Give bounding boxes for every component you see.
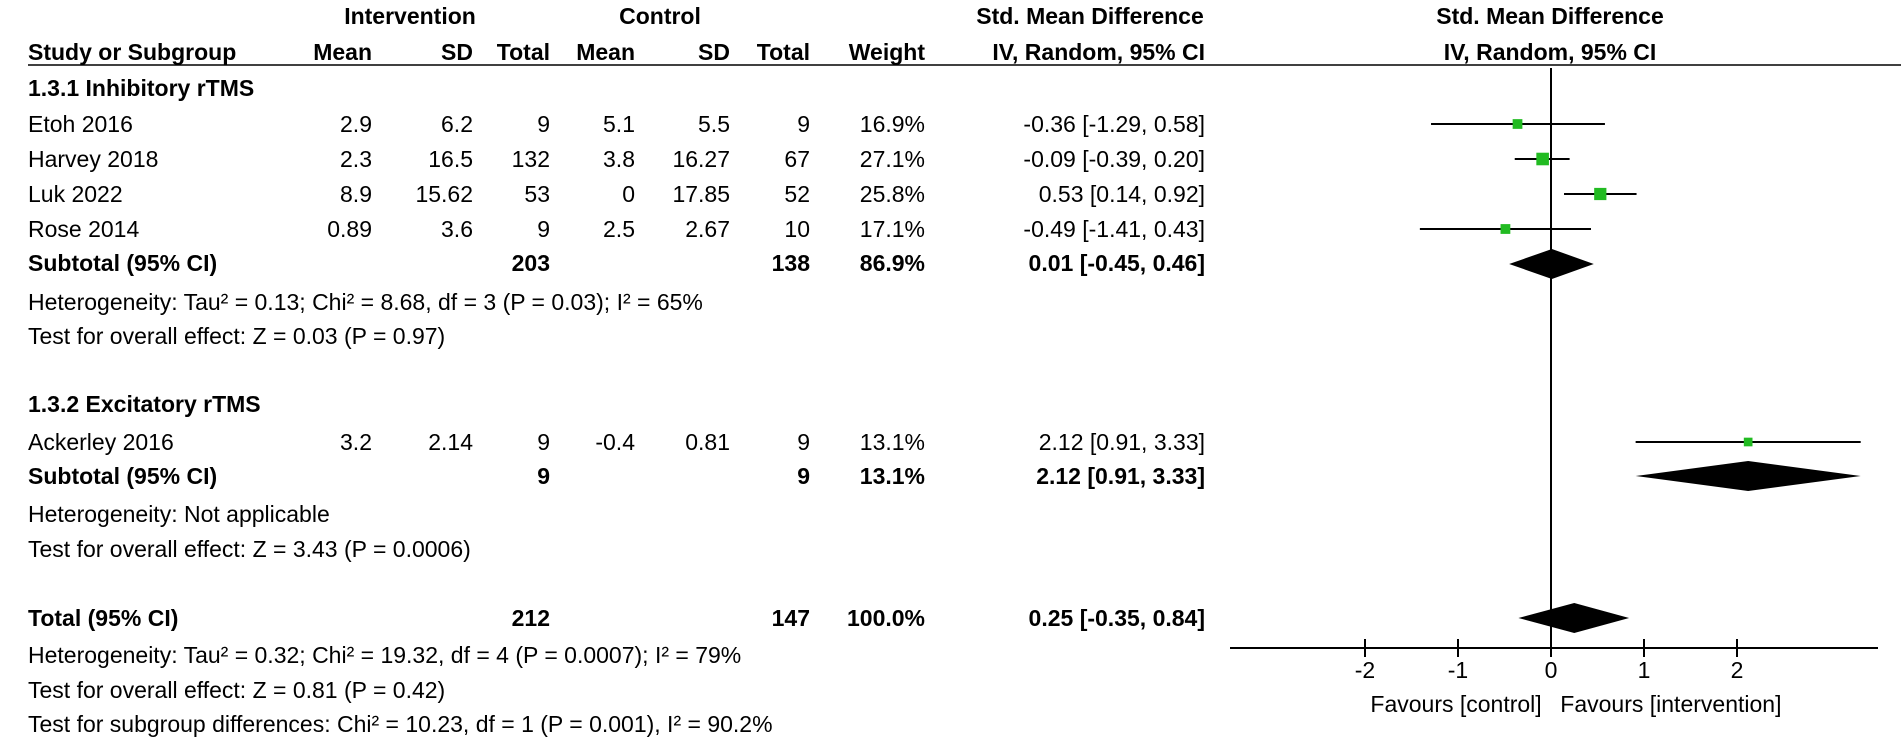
sd1: 16.5 [428,146,473,172]
subgroup-differences-text: Test for subgroup differences: Chi² = 10… [28,711,773,737]
col-sd2-header: SD [698,39,730,65]
subgroup-1-title: 1.3.1 Inhibitory rTMS [28,75,255,101]
weight: 17.1% [859,216,925,242]
col-total1-header: Total [496,39,550,65]
sd1: 2.14 [428,429,473,455]
mean2: 0 [622,181,635,207]
mean1: 2.9 [340,111,372,137]
smd-table-method: IV, Random, 95% CI [992,39,1205,65]
study-estimate-square [1743,437,1753,447]
sd2: 2.67 [685,216,730,242]
overall-effect-text: Test for overall effect: Z = 0.03 (P = 0… [28,323,446,349]
study-name: Rose 2014 [28,216,140,242]
smd-ci: -0.36 [-1.29, 0.58] [1023,111,1205,137]
subtotal-label: Subtotal (95% CI) [28,463,218,489]
subtotal-weight: 13.1% [859,463,925,489]
total1: 9 [537,111,550,137]
overall-effect-text: Test for overall effect: Z = 3.43 (P = 0… [28,536,471,562]
control-group-header: Control [619,3,701,29]
x-tick-label: -1 [1448,657,1468,683]
col-sd1-header: SD [441,39,473,65]
total1: 53 [524,181,550,207]
favours-control-label: Favours [control] [1370,691,1541,717]
total2: 9 [797,429,810,455]
study-estimate-square [1536,152,1549,166]
x-tick-label: -2 [1355,657,1375,683]
study-name: Ackerley 2016 [28,429,174,455]
weight: 16.9% [859,111,925,137]
subtotal-total2: 138 [771,250,810,276]
mean2: 3.8 [603,146,635,172]
subgroup-2-title: 1.3.2 Excitatory rTMS [28,391,261,417]
weight: 27.1% [859,146,925,172]
sd2: 0.81 [685,429,730,455]
col-weight-header: Weight [848,39,925,65]
x-tick-label: 0 [1545,657,1558,683]
smd-table-header: Std. Mean Difference [976,3,1204,29]
mean2: 5.1 [603,111,635,137]
x-tick-label: 2 [1731,657,1744,683]
subtotal-weight: 86.9% [859,250,925,276]
pooled-diamond [1509,249,1594,279]
sd1: 3.6 [441,216,473,242]
subtotal-total1: 9 [537,463,550,489]
total1: 9 [537,429,550,455]
mean1: 3.2 [340,429,372,455]
subtotal-ci: 2.12 [0.91, 3.33] [1036,463,1205,489]
sd2: 5.5 [698,111,730,137]
total1: 132 [511,146,550,172]
sd1: 6.2 [441,111,473,137]
total-overall-effect-text: Test for overall effect: Z = 0.81 (P = 0… [28,677,446,703]
study-estimate-square [1512,119,1523,129]
smd-ci: 0.53 [0.14, 0.92] [1038,181,1205,207]
study-estimate-square [1500,224,1511,234]
total-total1: 212 [511,605,550,631]
mean1: 2.3 [340,146,372,172]
heterogeneity-text: Heterogeneity: Not applicable [28,501,330,527]
total-total2: 147 [771,605,810,631]
total2: 52 [784,181,810,207]
total-label: Total (95% CI) [28,605,179,631]
subtotal-ci: 0.01 [-0.45, 0.46] [1028,250,1205,276]
col-total2-header: Total [756,39,810,65]
x-tick-label: 1 [1638,657,1651,683]
study-name: Etoh 2016 [28,111,133,137]
total2: 67 [784,146,810,172]
mean2: -0.4 [595,429,635,455]
subtotal-total1: 203 [511,250,550,276]
sd2: 17.85 [672,181,730,207]
study-name: Luk 2022 [28,181,123,207]
study-estimate-square [1594,187,1607,201]
total1: 9 [537,216,550,242]
total2: 10 [784,216,810,242]
mean1: 0.89 [327,216,372,242]
subtotal-total2: 9 [797,463,810,489]
total-weight: 100.0% [846,605,925,631]
study-name: Harvey 2018 [28,146,159,172]
smd-ci: -0.49 [-1.41, 0.43] [1023,216,1205,242]
smd-plot-method: IV, Random, 95% CI [1443,39,1657,65]
sd1: 15.62 [415,181,473,207]
col-study-header: Study or Subgroup [28,39,237,65]
smd-ci: -0.09 [-0.39, 0.20] [1023,146,1205,172]
mean2: 2.5 [603,216,635,242]
pooled-diamond [1518,603,1630,633]
pooled-diamond [1635,461,1861,491]
col-mean1-header: Mean [313,39,372,65]
weight: 13.1% [859,429,925,455]
total-heterogeneity-text: Heterogeneity: Tau² = 0.32; Chi² = 19.32… [28,642,742,668]
weight: 25.8% [859,181,925,207]
heterogeneity-text: Heterogeneity: Tau² = 0.13; Chi² = 8.68,… [28,289,703,315]
smd-ci: 2.12 [0.91, 3.33] [1038,429,1205,455]
intervention-group-header: Intervention [344,3,476,29]
mean1: 8.9 [340,181,372,207]
total2: 9 [797,111,810,137]
favours-intervention-label: Favours [intervention] [1560,691,1781,717]
smd-plot-header: Std. Mean Difference [1436,3,1664,29]
subtotal-label: Subtotal (95% CI) [28,250,218,276]
total-ci: 0.25 [-0.35, 0.84] [1028,605,1205,631]
col-mean2-header: Mean [576,39,635,65]
sd2: 16.27 [672,146,730,172]
